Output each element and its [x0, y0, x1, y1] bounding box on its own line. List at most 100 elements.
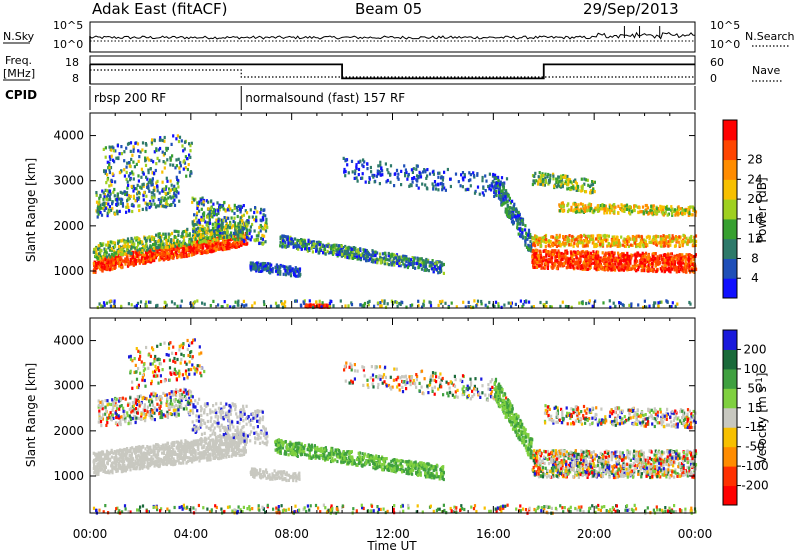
range-gate-cell: [127, 261, 130, 266]
range-gate-cell: [95, 263, 98, 268]
range-gate-cell: [111, 200, 114, 204]
range-gate-cell: [524, 224, 527, 228]
range-gate-cell: [467, 179, 471, 183]
range-gate-cell: [132, 145, 135, 149]
range-gate-cell: [238, 207, 241, 211]
range-gate-cell: [507, 211, 510, 215]
range-gate-cell: [431, 170, 434, 174]
range-gate-cell: [103, 208, 106, 212]
range-gate-cell: [354, 169, 357, 173]
range-gate-cell: [107, 240, 110, 244]
range-gate-cell: [666, 253, 669, 257]
range-gate-cell: [299, 240, 302, 244]
range-gate-cell: [138, 155, 141, 159]
range-gate-cell: [584, 266, 587, 270]
range-gate-cell: [524, 228, 527, 232]
range-gate-cell: [220, 226, 223, 230]
range-gate-cell: [677, 255, 680, 259]
range-gate-cell: [673, 268, 676, 272]
range-gate-cell: [170, 183, 173, 187]
range-gate-cell: [681, 257, 684, 261]
range-gate-cell: [206, 240, 209, 244]
range-gate-cell: [164, 187, 167, 191]
range-gate-cell: [197, 245, 200, 249]
range-gate-cell: [137, 241, 140, 245]
range-gate-cell: [575, 256, 578, 260]
range-gate-cell: [278, 267, 281, 271]
range-gate-cell: [692, 239, 695, 243]
range-gate-cell: [509, 201, 512, 205]
range-gate-cell: [145, 202, 149, 206]
range-gate-cell: [188, 233, 191, 237]
range-gate-cell: [597, 250, 600, 254]
range-gate-cell: [312, 242, 315, 246]
range-gate-cell: [157, 232, 160, 236]
range-gate-cell: [126, 237, 130, 241]
range-gate-cell: [166, 191, 169, 195]
range-gate-cell: [169, 158, 172, 162]
range-gate-cell: [124, 258, 127, 262]
range-gate-cell: [196, 220, 199, 224]
range-gate-cell: [417, 257, 420, 261]
range-gate-cell: [311, 241, 314, 245]
range-gate-cell: [400, 259, 403, 263]
range-gate-cell: [242, 227, 245, 231]
range-gate-cell: [676, 257, 679, 261]
range-gate-cell: [526, 237, 529, 241]
range-gate-cell: [195, 222, 198, 226]
range-gate-cell: [574, 261, 578, 265]
range-gate-cell: [293, 273, 296, 277]
range-gate-cell: [108, 261, 111, 265]
range-gate-cell: [130, 246, 133, 250]
range-gate-cell: [119, 200, 123, 204]
range-gate-cell: [498, 183, 502, 187]
range-gate-cell: [164, 191, 167, 195]
range-gate-cell: [106, 160, 109, 164]
range-gate-cell: [104, 253, 107, 257]
range-gate-cell: [173, 229, 176, 233]
range-gate-cell: [182, 160, 185, 164]
range-gate-cell: [259, 229, 262, 233]
range-gate-cell: [199, 228, 202, 232]
range-gate-cell: [96, 256, 99, 260]
range-gate-cell: [376, 251, 379, 255]
range-gate-cell: [260, 236, 263, 241]
range-gate-cell: [120, 257, 123, 261]
range-gate-cell: [682, 266, 686, 270]
range-gate-cell: [689, 240, 692, 244]
range-gate-cell: [180, 243, 183, 247]
range-gate-cell: [102, 254, 105, 259]
range-gate-cell: [630, 267, 633, 271]
range-gate-cell: [587, 267, 590, 271]
range-gate-cell: [261, 269, 264, 273]
range-gate-cell: [416, 174, 419, 178]
range-gate-cell: [271, 270, 274, 274]
range-gate-cell: [412, 265, 415, 269]
range-gate-cell: [142, 182, 145, 186]
range-gate-cell: [687, 256, 690, 260]
range-gate-cell: [504, 195, 507, 199]
range-gate-cell: [347, 171, 350, 175]
range-gate-cell: [580, 238, 583, 242]
range-gate-cell: [131, 209, 134, 214]
range-gate-cell: [500, 198, 503, 202]
range-gate-cell: [438, 266, 441, 270]
range-gate-cell: [136, 248, 139, 252]
range-gate-cell: [557, 261, 560, 265]
range-gate-cell: [202, 246, 205, 250]
range-gate-cell: [430, 263, 433, 267]
range-gate-cell: [153, 139, 156, 143]
range-gate-cell: [540, 239, 543, 243]
range-gate-cell: [194, 237, 197, 241]
range-gate-cell: [693, 235, 696, 239]
range-gate-cell: [164, 202, 167, 206]
range-gate-cell: [183, 161, 187, 165]
range-gate-cell: [95, 191, 98, 195]
range-gate-cell: [194, 230, 197, 234]
range-gate-cell: [328, 251, 331, 255]
range-gate-cell: [637, 243, 640, 247]
range-gate-cell: [303, 239, 307, 243]
range-gate-cell: [274, 269, 278, 273]
range-gate-cell: [585, 261, 588, 265]
range-gate-cell: [631, 243, 634, 247]
